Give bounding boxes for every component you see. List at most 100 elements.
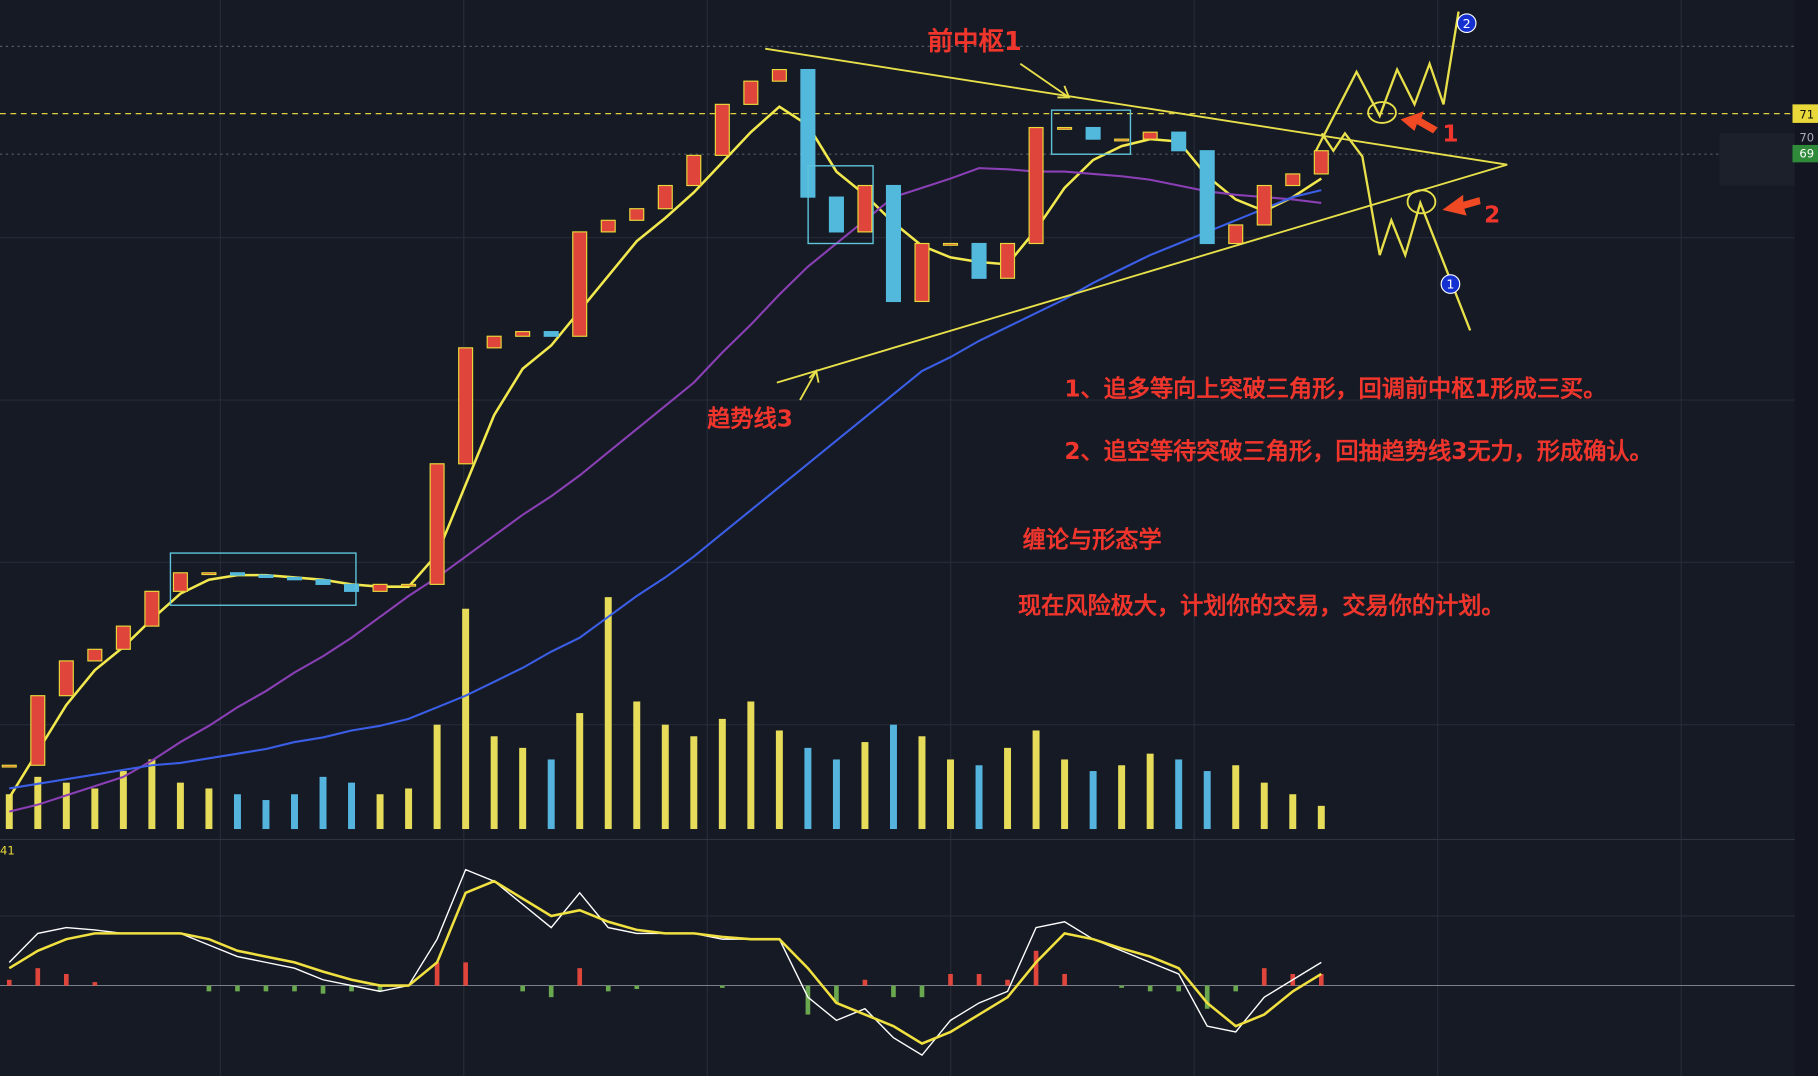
- annotation: 前中枢1: [928, 27, 1022, 57]
- candle: [344, 583, 360, 592]
- volume-bar: [947, 759, 954, 830]
- volume-bar: [1032, 730, 1040, 830]
- annotation: 1、追多等向上突破三角形，回调前中枢1形成三买。: [1064, 376, 1606, 403]
- macd-bar: [805, 985, 811, 1015]
- annotation: 现在风险极大，计划你的交易，交易你的计划。: [1018, 592, 1505, 619]
- macd-bar: [1033, 950, 1039, 986]
- annotation: 趋势线3: [707, 406, 793, 433]
- macd-bar: [92, 982, 98, 986]
- volume-bar: [519, 747, 527, 830]
- macd-bar: [1062, 973, 1067, 986]
- candle: [1114, 138, 1130, 142]
- candle: [87, 648, 103, 662]
- candle: [1057, 126, 1073, 130]
- macd-bar: [235, 985, 240, 992]
- candle: [714, 103, 730, 156]
- candle: [572, 231, 588, 337]
- volume-bar: [1004, 747, 1012, 830]
- macd-bar: [1005, 979, 1010, 986]
- candle: [686, 154, 702, 187]
- macd-bar: [320, 985, 326, 994]
- volume-bar: [91, 788, 99, 830]
- price-tag: [1792, 144, 1818, 163]
- volume-bar: [62, 782, 70, 830]
- volume-bar: [718, 718, 726, 830]
- macd-bar: [35, 968, 41, 986]
- volume-bar: [490, 736, 498, 830]
- volume-bar: [918, 736, 926, 830]
- macd-bar: [349, 985, 354, 992]
- candle: [885, 184, 901, 303]
- volume-bar: [889, 724, 897, 830]
- candle: [543, 331, 559, 337]
- macd-bar: [292, 985, 297, 992]
- candle: [629, 208, 645, 221]
- macd-bar: [463, 962, 468, 986]
- candle: [315, 579, 331, 585]
- data-layer: [1, 68, 1329, 1057]
- macd-bar: [634, 985, 640, 990]
- moving-average: [9, 167, 1322, 813]
- volume-bar: [832, 759, 840, 830]
- candle: [743, 80, 759, 105]
- macd-bar: [919, 985, 925, 998]
- volume-bar: [119, 771, 127, 830]
- volume-bar: [1203, 771, 1211, 830]
- macd-bar: [1261, 968, 1267, 986]
- candle: [857, 184, 873, 233]
- candle: [30, 695, 46, 766]
- volume-bar: [405, 788, 413, 830]
- annotation: 缠论与形态学: [1023, 526, 1162, 553]
- macd-bar: [206, 985, 212, 992]
- volume-bar: [1289, 794, 1297, 830]
- candle: [771, 68, 787, 82]
- volume-bar: [804, 747, 812, 830]
- macd-bar: [1318, 973, 1324, 986]
- macd-dea: [8, 879, 1322, 1045]
- price-tag-label: 71: [1799, 107, 1814, 121]
- macd-bar: [605, 985, 611, 992]
- volume-bar: [1175, 759, 1183, 830]
- candle: [58, 660, 74, 697]
- candle: [115, 625, 131, 650]
- candle: [657, 184, 673, 210]
- volume-bar: [747, 701, 755, 830]
- volume-bar: [547, 759, 555, 830]
- volume-bar: [861, 742, 869, 830]
- macd-bar: [1119, 985, 1124, 988]
- candle: [1028, 126, 1044, 245]
- red-arrows: [1400, 111, 1481, 216]
- macd-bar: [577, 968, 583, 986]
- candle: [229, 572, 245, 576]
- candle: [201, 572, 217, 576]
- candle: [372, 583, 388, 592]
- macd-bar: [548, 985, 554, 998]
- candle: [1199, 150, 1215, 245]
- macd-bar: [377, 985, 383, 992]
- volume-bar: [1089, 771, 1097, 830]
- candle: [258, 574, 274, 579]
- candle: [1, 764, 17, 768]
- candle: [828, 196, 844, 233]
- macd-bar: [976, 973, 982, 986]
- macd-bar: [6, 979, 12, 986]
- candle: [1142, 131, 1158, 140]
- candle: [486, 335, 502, 349]
- macd-label: 41: [0, 844, 15, 858]
- macd-bar: [891, 985, 896, 998]
- price-tag: [1792, 104, 1818, 123]
- volume-bar: [633, 701, 641, 830]
- candle: [1313, 150, 1329, 175]
- macd-bar: [720, 985, 725, 988]
- volume-bar: [576, 713, 584, 830]
- volume-bar: [148, 759, 156, 830]
- candle: [1085, 126, 1101, 140]
- candle: [144, 590, 160, 627]
- candle: [1256, 184, 1272, 226]
- price-tag-label: 70: [1799, 130, 1814, 144]
- candle: [172, 572, 188, 592]
- triangle-lines: [765, 11, 1508, 401]
- candle: [286, 576, 303, 581]
- volume-bar: [319, 776, 327, 830]
